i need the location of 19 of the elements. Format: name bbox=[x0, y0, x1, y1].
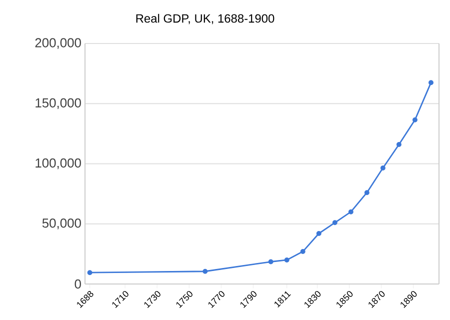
point bbox=[284, 257, 290, 262]
point bbox=[428, 80, 434, 86]
point bbox=[396, 142, 402, 147]
point bbox=[300, 249, 306, 254]
point bbox=[348, 209, 354, 214]
y-tick-label: 0 bbox=[74, 279, 81, 289]
y-tick-label: 100,000 bbox=[36, 158, 81, 170]
point bbox=[332, 220, 338, 226]
point bbox=[202, 268, 208, 274]
y-tick-label: 200,000 bbox=[35, 38, 81, 49]
y-tick-label: 150,000 bbox=[36, 98, 81, 109]
point bbox=[412, 117, 418, 122]
point bbox=[380, 165, 386, 170]
point bbox=[364, 190, 370, 196]
point bbox=[316, 231, 322, 236]
chart-title: Real GDP, UK, 1688-1900 bbox=[136, 14, 274, 24]
y-tick-label: 50,000 bbox=[42, 218, 81, 230]
point bbox=[268, 259, 274, 264]
point bbox=[87, 270, 92, 276]
